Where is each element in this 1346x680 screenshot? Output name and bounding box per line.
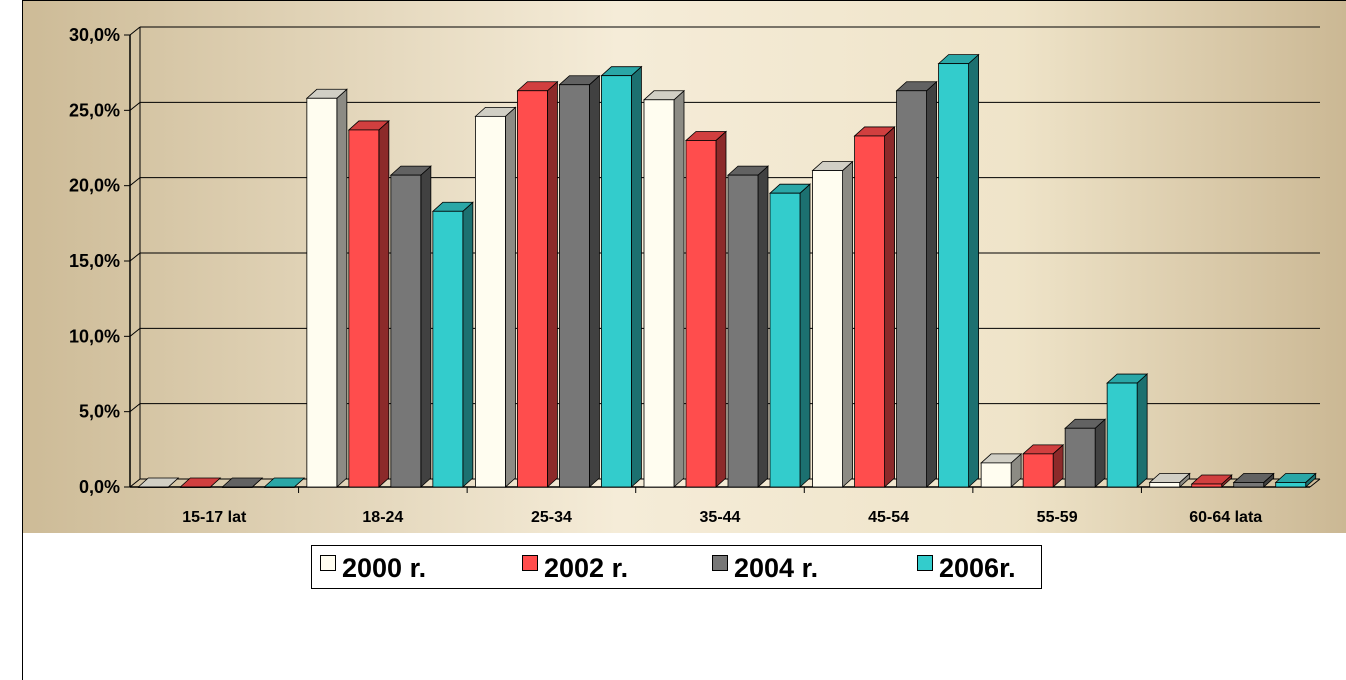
bar <box>1190 474 1233 488</box>
x-category-label: 60-64 lata <box>1189 509 1262 526</box>
bar <box>642 89 686 488</box>
x-category-label: 35-44 <box>700 509 741 526</box>
bar <box>558 74 601 488</box>
y-tick-label: 25,0% <box>69 100 120 120</box>
gridline-depth <box>129 26 141 36</box>
legend-item-series-4: 2006r. <box>917 546 1016 590</box>
y-tick-label: 20,0% <box>69 176 120 196</box>
bar <box>684 130 728 488</box>
bar-chart: 0,0% 5,0% 10,0% 15,0% 20,0% 25,0% 30,0% 15-17 … <box>23 1 1346 533</box>
legend-label-series-4: 2006r. <box>939 552 1016 583</box>
bar <box>1274 472 1317 488</box>
x-category-label: 55-59 <box>1037 509 1078 526</box>
bar <box>179 477 222 488</box>
bar <box>221 477 264 488</box>
legend-swatch-series-1 <box>320 555 336 571</box>
bar <box>600 65 643 488</box>
legend-label-series-3: 2004 r. <box>734 552 819 583</box>
bar <box>305 88 348 488</box>
gridline-depth <box>129 478 141 488</box>
bar <box>516 80 559 488</box>
bar <box>811 160 854 488</box>
plot-background <box>23 1 1346 533</box>
x-axis-category-labels: 15-17 lat 18-24 25-34 35-44 45-54 55-59 60-64 … <box>182 509 1262 526</box>
bar <box>768 183 812 488</box>
bar <box>853 126 896 488</box>
legend-label-series-2: 2002 r. <box>544 552 629 583</box>
bar <box>347 120 390 488</box>
legend-swatch-series-3 <box>712 555 728 571</box>
legend: 2000 r. 2002 r. 2004 r. 2006r. <box>311 545 1042 589</box>
bar <box>726 165 770 488</box>
legend-item-series-1: 2000 r. <box>320 546 426 590</box>
floor-right-edge <box>1309 478 1321 488</box>
y-tick-label: 5,0% <box>79 402 120 422</box>
x-category-label: 25-34 <box>531 509 572 526</box>
y-tick-label: 10,0% <box>69 326 120 346</box>
bar <box>263 477 306 488</box>
bar <box>1022 443 1065 488</box>
bar <box>1232 472 1275 488</box>
bar <box>137 477 180 488</box>
y-tick-label: 15,0% <box>69 251 120 271</box>
chart-frame <box>22 0 1346 680</box>
y-tick-label: 0,0% <box>79 477 120 497</box>
gridline-depth <box>129 327 141 337</box>
bars <box>137 53 1317 488</box>
gridline-depth <box>129 403 141 413</box>
bar <box>474 106 517 488</box>
x-category-label: 15-17 lat <box>182 509 247 526</box>
bar <box>1148 472 1191 488</box>
y-tick-label: 30,0% <box>69 25 120 45</box>
bar <box>389 165 432 488</box>
gridline-depth <box>129 101 141 111</box>
bar <box>895 80 938 488</box>
legend-swatch-series-2 <box>522 555 538 571</box>
gridline-depth <box>129 252 141 262</box>
legend-swatch-series-4 <box>917 555 933 571</box>
legend-item-series-2: 2002 r. <box>522 546 628 590</box>
gridline-depth <box>129 177 141 187</box>
x-category-label: 18-24 <box>362 509 403 526</box>
bar <box>1064 418 1107 488</box>
x-category-label: 45-54 <box>868 509 909 526</box>
bar <box>937 53 980 488</box>
bar <box>431 201 474 488</box>
legend-item-series-3: 2004 r. <box>712 546 818 590</box>
bar <box>1106 373 1149 488</box>
y-axis-tick-labels: 0,0% 5,0% 10,0% 15,0% 20,0% 25,0% 30,0% <box>69 25 120 497</box>
legend-label-series-1: 2000 r. <box>342 552 427 583</box>
bar <box>980 452 1023 488</box>
